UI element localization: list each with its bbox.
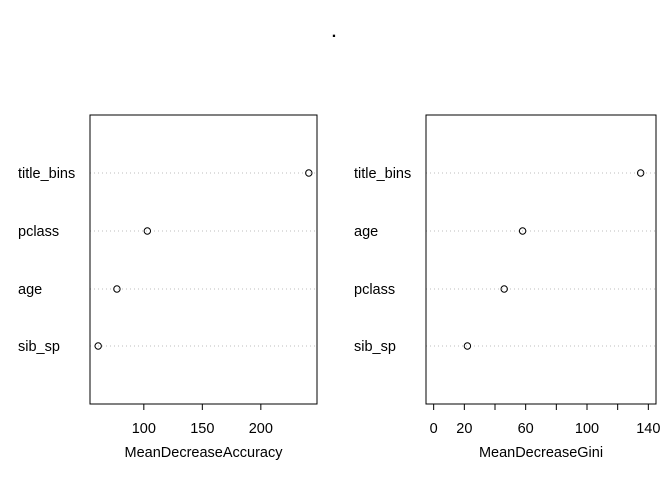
category-label: age xyxy=(354,224,378,240)
chart-title: . xyxy=(332,24,336,41)
data-point xyxy=(500,285,508,293)
data-point xyxy=(113,285,121,293)
data-point xyxy=(305,169,313,177)
x-axis-label: MeanDecreaseAccuracy xyxy=(125,445,284,461)
x-tick-label: 140 xyxy=(636,421,660,437)
plot-frame xyxy=(425,114,657,405)
x-tick-label: 20 xyxy=(456,421,472,437)
x-tick-label: 100 xyxy=(132,421,156,437)
data-point xyxy=(463,342,472,350)
data-point xyxy=(518,227,527,235)
data-point xyxy=(94,342,102,350)
category-label: title_bins xyxy=(354,166,411,182)
category-label: pclass xyxy=(354,282,395,298)
category-label: sib_sp xyxy=(354,339,396,355)
category-label: title_bins xyxy=(18,166,75,182)
category-label: sib_sp xyxy=(18,339,60,355)
x-tick-label: 100 xyxy=(575,421,599,437)
category-label: pclass xyxy=(18,224,59,240)
x-tick-label: 60 xyxy=(518,421,534,437)
data-point xyxy=(636,169,645,177)
category-label: age xyxy=(18,282,42,298)
x-axis-label: MeanDecreaseGini xyxy=(479,445,603,461)
x-tick-label: 150 xyxy=(190,421,214,437)
x-tick-label: 200 xyxy=(249,421,273,437)
plot-frame xyxy=(89,114,318,405)
data-point xyxy=(143,227,152,235)
x-tick-label: 0 xyxy=(430,421,438,437)
